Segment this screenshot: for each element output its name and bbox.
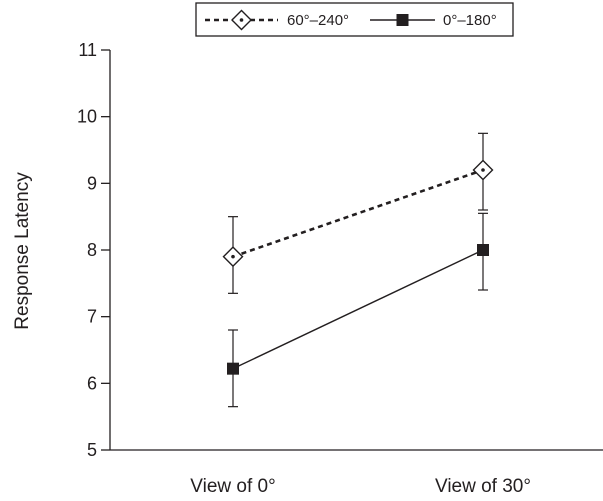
data-point xyxy=(472,159,494,181)
data-point xyxy=(227,362,239,375)
y-tick-label: 6 xyxy=(87,373,97,393)
legend-label: 0°–180° xyxy=(443,12,497,29)
legend-item: 60°–240° xyxy=(205,9,349,31)
legend: 60°–240° 0°–180° xyxy=(195,2,514,37)
x-category-label: View of 30° xyxy=(435,476,531,497)
y-tick-label: 7 xyxy=(87,307,97,327)
y-tick-label: 5 xyxy=(87,440,97,460)
y-axis-title: Response Latency xyxy=(12,172,33,330)
y-tick-label: 9 xyxy=(87,173,97,193)
series-0 xyxy=(222,132,494,294)
legend-marker xyxy=(231,9,252,31)
series-layer xyxy=(222,132,494,408)
series-1 xyxy=(227,212,489,408)
series-line xyxy=(232,168,484,258)
y-tick-label: 10 xyxy=(77,107,97,127)
y-tick-label: 8 xyxy=(87,240,97,260)
legend-marker xyxy=(396,14,409,26)
series-line xyxy=(232,249,484,370)
data-point xyxy=(477,244,489,256)
y-tick-label: 11 xyxy=(78,40,97,60)
data-point xyxy=(222,246,244,268)
x-category-label: View of 0° xyxy=(190,476,275,497)
axes: 5 6 7 8 9 10 11 View of 0° View of 30° xyxy=(77,40,603,497)
legend-item: 0°–180° xyxy=(370,12,497,29)
legend-label: 60°–240° xyxy=(287,12,349,29)
